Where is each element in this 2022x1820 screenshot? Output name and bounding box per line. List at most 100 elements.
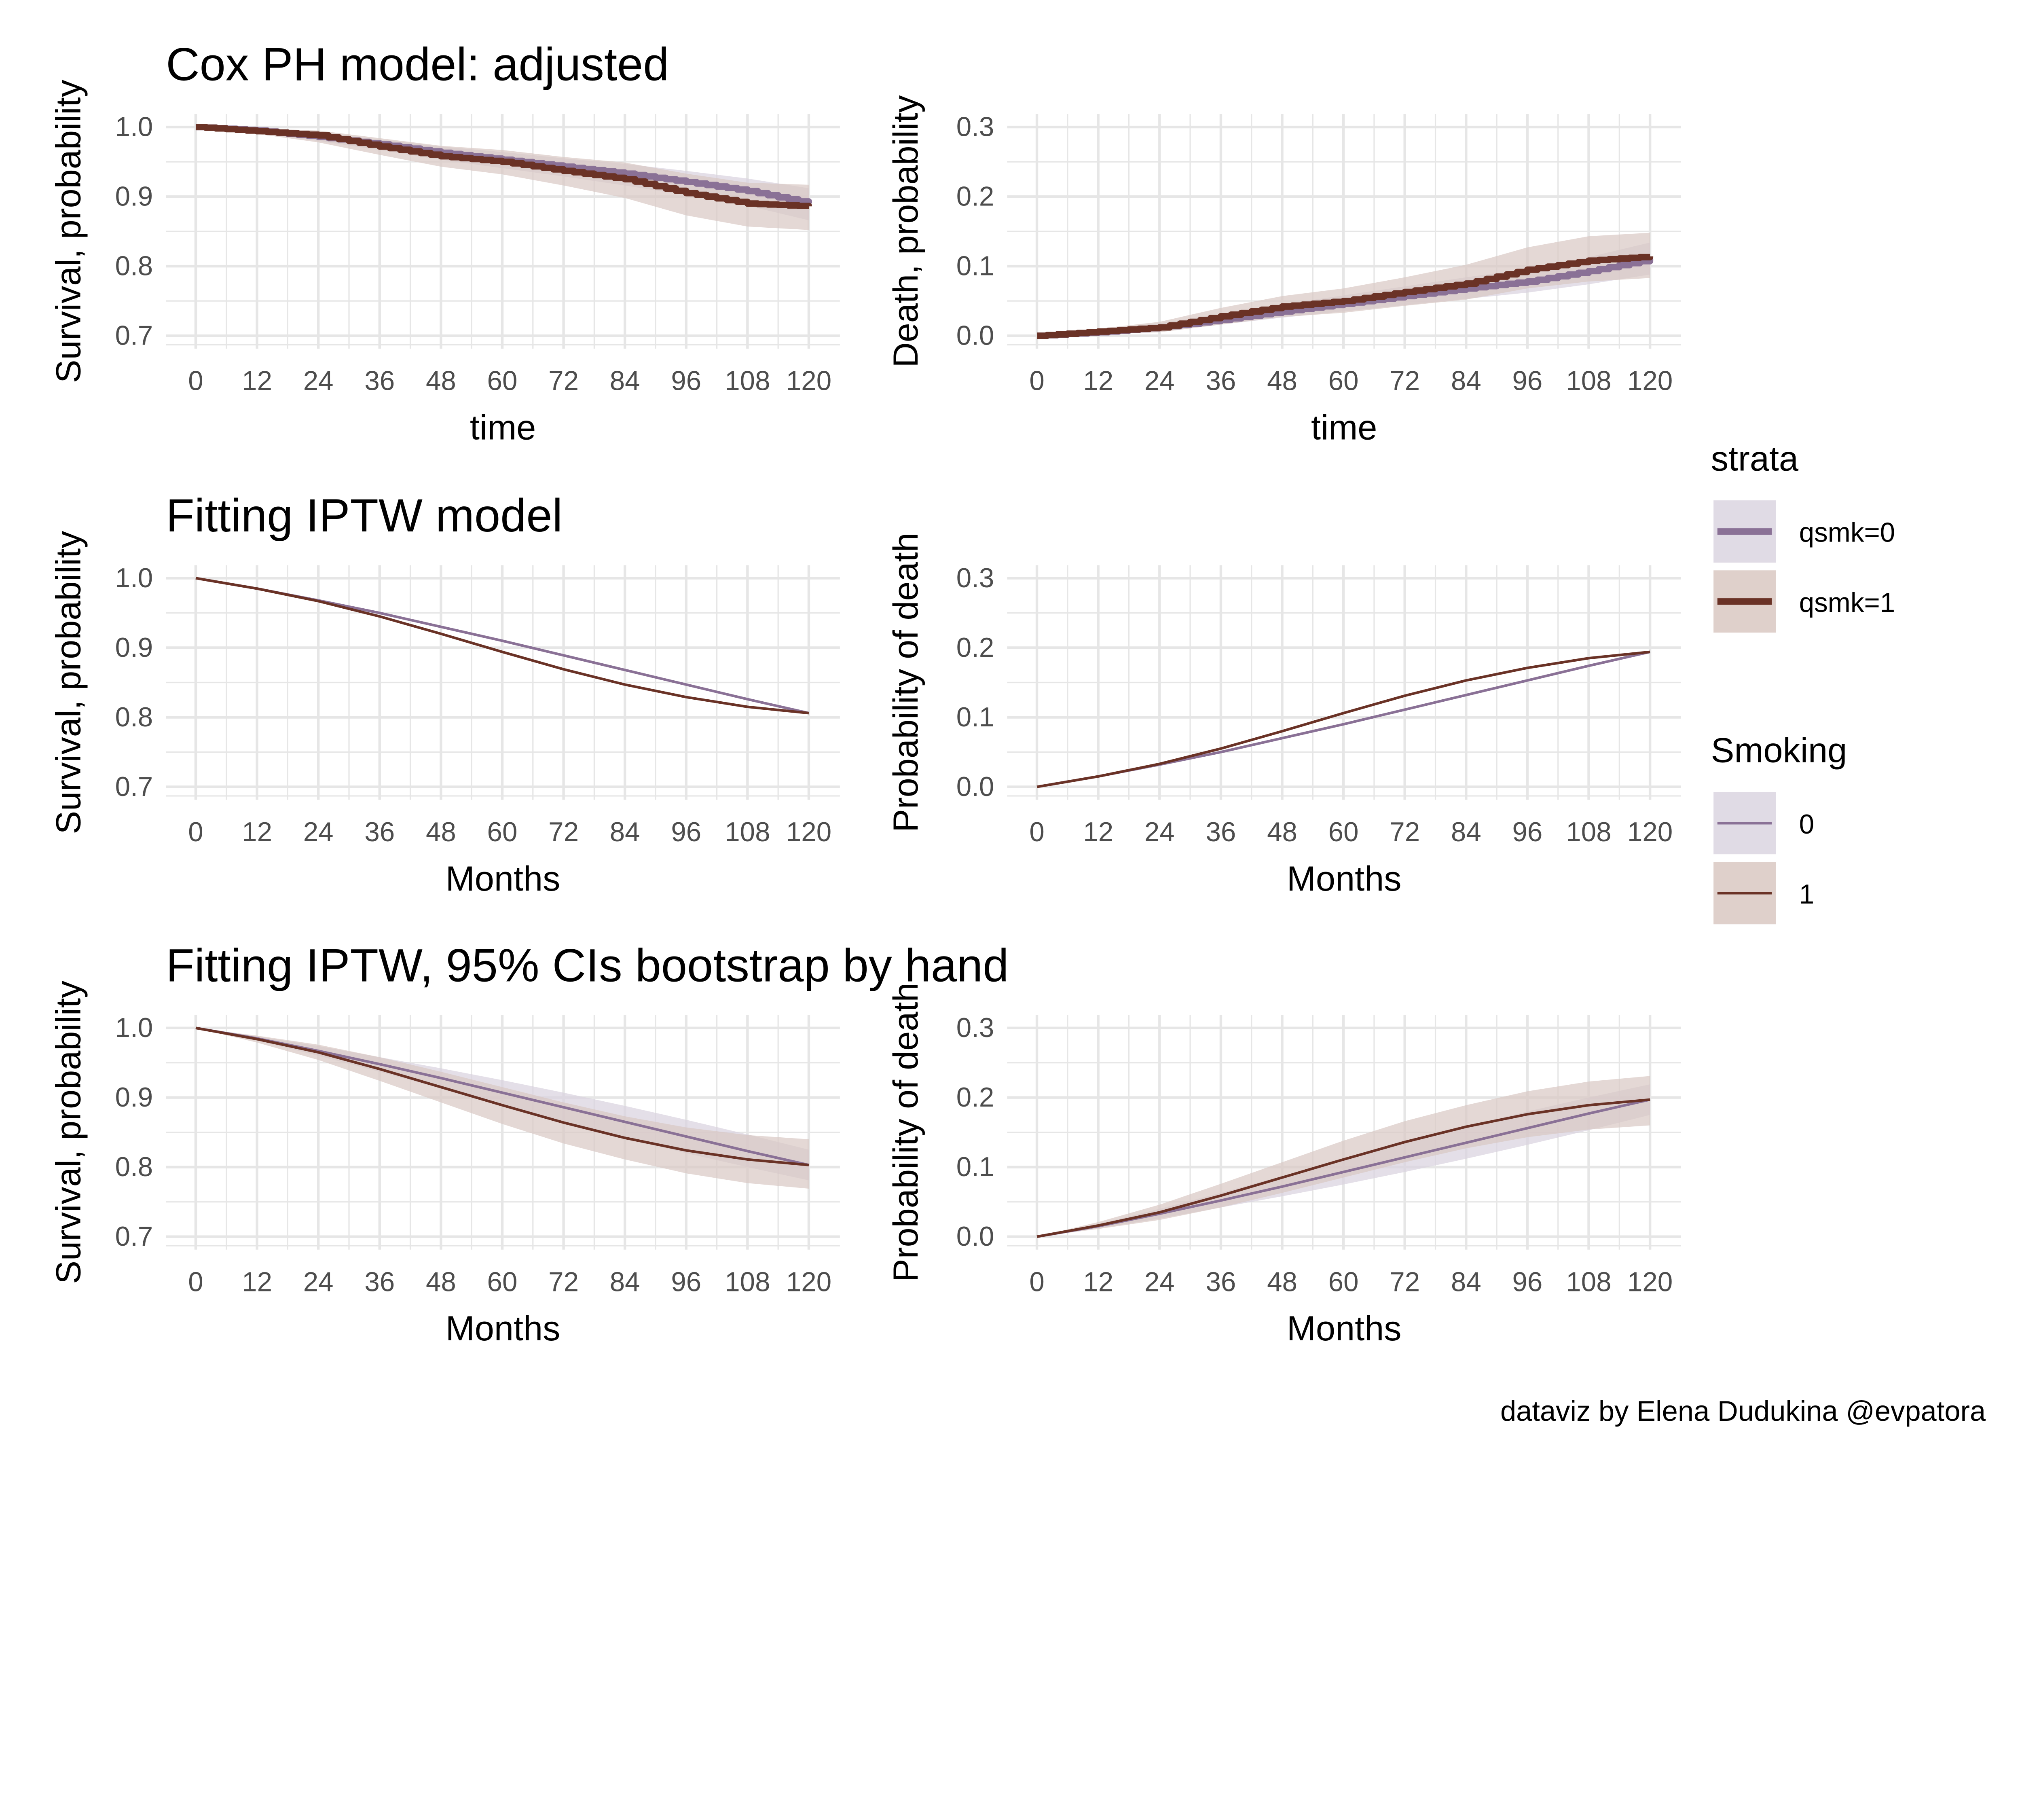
x-tick-label: 84	[1451, 817, 1481, 847]
ci-band-qsmk=1	[1037, 233, 1650, 336]
x-tick-label: 0	[188, 366, 203, 396]
y-tick-label: 0.7	[115, 1221, 153, 1252]
x-tick-label: 84	[610, 366, 640, 396]
x-tick-label: 48	[426, 366, 456, 396]
x-tick-label: 36	[364, 1267, 395, 1297]
x-tick-label: 72	[1390, 1267, 1420, 1297]
x-tick-label: 0	[1029, 366, 1044, 396]
x-tick-label: 48	[426, 1267, 456, 1297]
y-tick-label: 0.8	[115, 251, 153, 281]
caption: dataviz by Elena Dudukina @evpatora	[1500, 1395, 1986, 1427]
panel-title: Cox PH model: adjusted	[166, 39, 669, 91]
y-axis-label: Survival, probability	[49, 79, 88, 383]
y-tick-label: 0.0	[956, 321, 994, 351]
legend-label-smoking0: 0	[1799, 809, 1814, 840]
x-tick-label: 120	[786, 817, 831, 847]
panel-title: Fitting IPTW model	[166, 490, 563, 542]
x-tick-label: 72	[548, 1267, 579, 1297]
y-axis-label: Probability of death	[886, 982, 925, 1282]
y-tick-label: 0.3	[956, 563, 994, 593]
panel-1: 0 12 24 36 48 60 72 84 96 108 120 0.7 0.8 0.9 1.0 Cox P…	[49, 39, 840, 447]
y-axis-label: Probability of death	[886, 533, 925, 832]
x-tick-label: 0	[1029, 817, 1044, 847]
x-axis-label: Months	[1287, 1309, 1402, 1348]
y-tick-label: 0.3	[956, 1013, 994, 1043]
series-line-qsmk=1	[1037, 254, 1654, 339]
x-tick-label: 48	[1267, 366, 1297, 396]
x-tick-label: 12	[242, 366, 272, 396]
panel-5: 0 12 24 36 48 60 72 84 96 108 120 0.7 0.8 0.9 1.0 Fitti…	[49, 940, 1009, 1348]
y-tick-label: 0.0	[956, 1221, 994, 1252]
series-line-1	[195, 1026, 809, 1166]
x-tick-label: 0	[1029, 1267, 1044, 1297]
x-tick-label: 12	[1083, 1267, 1113, 1297]
y-tick-label: 0.0	[956, 772, 994, 802]
series-line-qsmk=1	[195, 124, 812, 210]
x-tick-label: 36	[1206, 366, 1236, 396]
y-tick-label: 0.7	[115, 321, 153, 351]
x-tick-label: 72	[548, 366, 579, 396]
x-tick-label: 24	[303, 1267, 334, 1297]
y-tick-label: 0.1	[956, 702, 994, 732]
x-tick-label: 120	[786, 366, 831, 396]
legend: strata qsmk=0 qsmk=1 Smoking 0 1	[1711, 439, 1895, 925]
x-tick-label: 60	[1328, 1267, 1359, 1297]
legend-strata-title: strata	[1711, 439, 1799, 478]
panel-3: 0 12 24 36 48 60 72 84 96 108 120 0.7 0.8 0.9 1.0 Fitti…	[49, 490, 840, 898]
x-tick-label: 48	[426, 817, 456, 847]
x-tick-label: 108	[1566, 366, 1611, 396]
x-tick-label: 72	[548, 817, 579, 847]
y-axis-label: Survival, probability	[49, 531, 88, 834]
ci-band-qsmk=1	[195, 127, 809, 230]
x-tick-label: 120	[1627, 1267, 1673, 1297]
y-tick-label: 1.0	[115, 563, 153, 593]
series-line-1	[1036, 650, 1650, 788]
y-tick-label: 0.2	[956, 182, 994, 212]
x-tick-label: 60	[487, 817, 518, 847]
x-tick-label: 0	[188, 1267, 203, 1297]
x-tick-label: 108	[725, 817, 770, 847]
x-tick-label: 120	[1627, 817, 1673, 847]
x-tick-label: 96	[671, 1267, 701, 1297]
x-tick-label: 84	[1451, 366, 1481, 396]
y-tick-label: 0.3	[956, 112, 994, 142]
legend-label-smoking1: 1	[1799, 879, 1814, 910]
legend-label-qsmk1: qsmk=1	[1799, 588, 1895, 618]
y-tick-label: 0.8	[115, 1152, 153, 1182]
panel-2: 0 12 24 36 48 60 72 84 96 108 120 0.0 0.1 0.2 0.3 time D…	[886, 95, 1681, 447]
x-tick-label: 60	[1328, 817, 1359, 847]
x-tick-label: 96	[1512, 817, 1542, 847]
y-tick-label: 0.2	[956, 1082, 994, 1113]
x-tick-label: 48	[1267, 1267, 1297, 1297]
series-line-1	[195, 577, 809, 715]
x-axis-label: time	[470, 408, 536, 447]
x-tick-label: 48	[1267, 817, 1297, 847]
y-tick-label: 1.0	[115, 1013, 153, 1043]
legend-smoking-title: Smoking	[1711, 731, 1847, 770]
y-axis-label: Death, probability	[886, 95, 925, 368]
x-tick-label: 36	[364, 817, 395, 847]
ci-band-1	[195, 1028, 809, 1189]
series-line-1	[1036, 1098, 1650, 1238]
x-tick-label: 96	[1512, 1267, 1542, 1297]
x-tick-label: 12	[242, 817, 272, 847]
x-tick-label: 96	[1512, 366, 1542, 396]
y-axis-label: Survival, probability	[49, 980, 88, 1284]
x-tick-label: 24	[1144, 817, 1175, 847]
y-tick-label: 0.1	[956, 1152, 994, 1182]
x-tick-label: 96	[671, 366, 701, 396]
x-tick-label: 36	[364, 366, 395, 396]
x-tick-label: 24	[1144, 366, 1175, 396]
y-tick-label: 0.1	[956, 251, 994, 281]
legend-label-qsmk0: qsmk=0	[1799, 518, 1895, 548]
x-tick-label: 60	[1328, 366, 1359, 396]
panel-title: Fitting IPTW, 95% CIs bootstrap by hand	[166, 940, 1009, 991]
x-tick-label: 108	[1566, 817, 1611, 847]
x-axis-label: Months	[1287, 859, 1402, 898]
x-tick-label: 72	[1390, 366, 1420, 396]
x-axis-label: Months	[446, 1309, 560, 1348]
y-tick-label: 0.9	[115, 633, 153, 663]
panel-4: 0 12 24 36 48 60 72 84 96 108 120 0.0 0.1 0.2 0.3 Month…	[886, 533, 1681, 898]
x-tick-label: 60	[487, 366, 518, 396]
